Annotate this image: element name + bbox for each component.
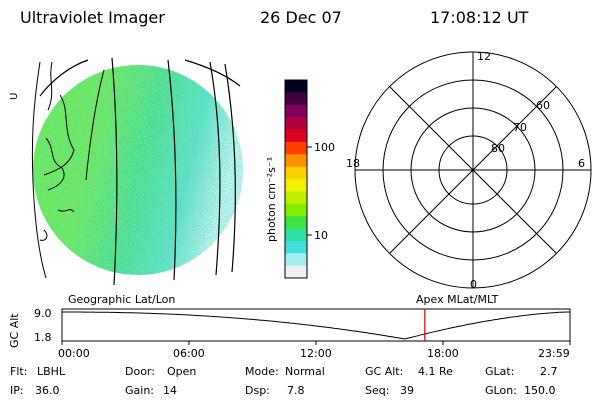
instrument-title: Ultraviolet Imager	[20, 8, 165, 27]
speckle-texture	[33, 65, 243, 275]
colorbar-cell	[285, 191, 307, 205]
colorbar-cell	[285, 141, 307, 155]
mlat-label-60: 60	[536, 99, 550, 112]
meridian-lines	[39, 57, 241, 286]
colorbar-tick-label-100: 100	[314, 141, 335, 154]
mode-value: Normal	[285, 365, 325, 378]
coastlines	[31, 61, 105, 279]
dsp-label: Dsp:	[245, 384, 270, 397]
glon-value: 150.0	[524, 384, 556, 397]
colorbar-unit-label: photon cm⁻²s⁻¹	[265, 157, 278, 242]
xtick-label: 00:00	[58, 347, 90, 360]
colorbar-cell	[285, 240, 307, 254]
gcalt-label: GC Alt:	[365, 365, 403, 378]
gain-value: 14	[163, 384, 177, 397]
glat-label: GLat:	[485, 365, 514, 378]
colorbar-cell	[285, 104, 307, 118]
colorbar-cell	[285, 216, 307, 229]
mlt-label-right: 6	[578, 157, 585, 170]
colorbar-cell	[285, 92, 307, 106]
colorbar-frame	[284, 79, 308, 279]
dsp-value: 7.8	[287, 384, 305, 397]
mlt-label-left: 18	[346, 157, 360, 170]
seq-label: Seq:	[365, 384, 389, 397]
side-label: U	[9, 93, 20, 100]
status-panel: Flt: LBHL IP: 36.0 Door: Open Gain: 14 M…	[10, 365, 558, 397]
gain-label: Gain:	[125, 384, 154, 397]
seq-value: 39	[400, 384, 414, 397]
mlt-label-top: 12	[477, 50, 491, 63]
colorbar-cell	[285, 166, 307, 180]
ytick-label-low: 1.8	[34, 331, 52, 344]
colorbar-cell	[285, 154, 307, 168]
mode-label: Mode:	[245, 365, 279, 378]
xtick-label: 23:59	[538, 347, 570, 360]
altitude-plot-frame	[61, 308, 571, 342]
glat-value: 2.7	[540, 365, 558, 378]
door-label: Door:	[125, 365, 155, 378]
image-date: 26 Dec 07	[260, 8, 342, 27]
polar-plot	[354, 51, 592, 289]
colorbar-cell	[285, 253, 307, 267]
colorbar-tick-label-10: 10	[314, 229, 328, 242]
colorbar-cell	[285, 228, 307, 242]
mlat-label-80: 80	[491, 142, 505, 155]
colorbar-cell	[285, 265, 307, 279]
ytick-label-high: 9.0	[34, 307, 52, 320]
colorbar-scale	[285, 80, 307, 279]
colorbar-cell	[285, 179, 307, 192]
geographic-caption: Geographic Lat/Lon	[68, 293, 175, 306]
altitude-xticks: 00:00 06:00 12:00 18:00 23:59	[58, 341, 571, 360]
filter-label: Flt:	[10, 365, 27, 378]
xtick-label: 06:00	[173, 347, 205, 360]
ip-value: 36.0	[35, 384, 60, 397]
gcalt-value: 4.1 Re	[418, 365, 453, 378]
mlt-label-bottom: 0	[470, 278, 477, 291]
colorbar: 100 10 photon cm⁻²s⁻¹	[265, 79, 335, 279]
door-value: Open	[167, 365, 196, 378]
polar-diagonal-2	[389, 86, 557, 254]
altitude-curve	[62, 311, 570, 340]
ip-label: IP:	[10, 384, 24, 397]
colorbar-cell	[285, 117, 307, 130]
colorbar-cell	[285, 129, 307, 143]
colorbar-cell	[285, 203, 307, 217]
altitude-plot: 9.0 1.8 GC Alt 00:00 06:00 12:00 18:00 23:59	[8, 307, 571, 360]
colorbar-cell	[285, 80, 307, 93]
filter-value: LBHL	[37, 365, 66, 378]
altitude-ylabel: GC Alt	[8, 313, 21, 348]
glon-label: GLon:	[485, 384, 517, 397]
earth-image-panel: U	[9, 57, 243, 286]
image-time: 17:08:12 UT	[430, 8, 529, 27]
mlat-label-70: 70	[513, 121, 527, 134]
xtick-label: 12:00	[300, 347, 332, 360]
xtick-label: 18:00	[427, 347, 459, 360]
apex-caption: Apex MLat/MLT	[416, 293, 499, 306]
